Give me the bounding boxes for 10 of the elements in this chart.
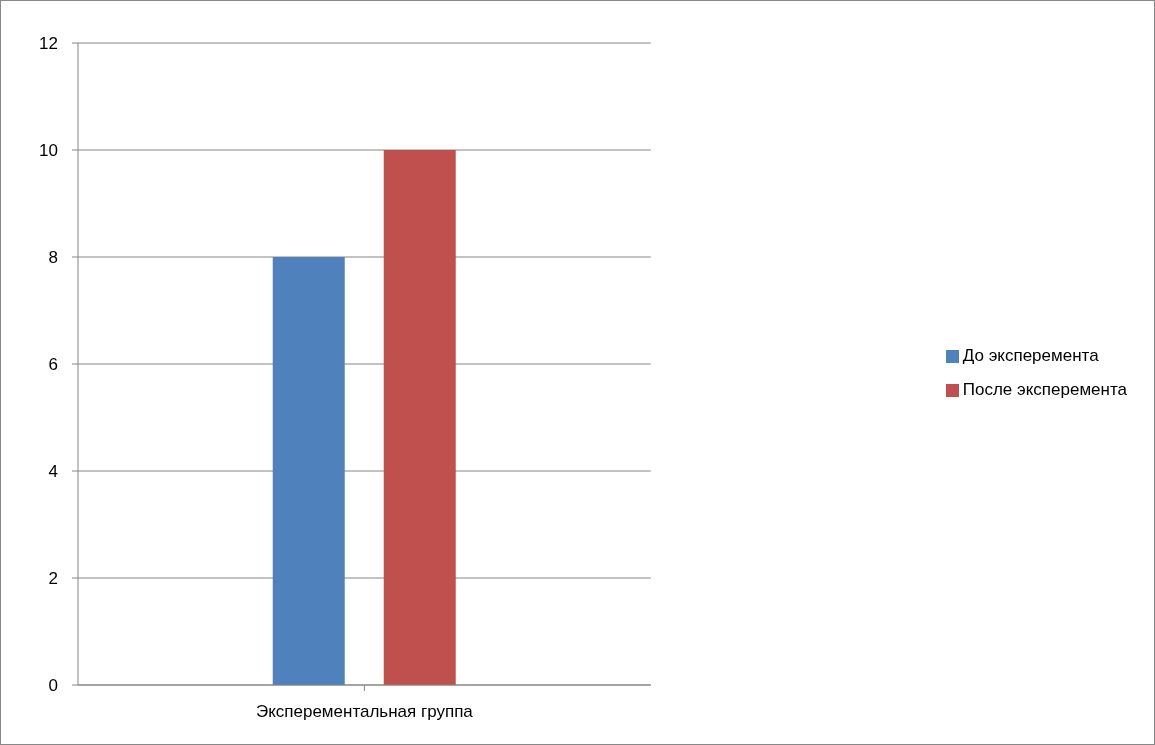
y-tick-label: 4 [48, 462, 58, 482]
y-tick-label: 10 [39, 141, 58, 161]
y-tick-label: 12 [39, 34, 58, 54]
y-tick-label: 8 [48, 248, 58, 268]
y-tick-label: 0 [48, 676, 58, 696]
legend-label: До эксперемента [962, 345, 1099, 365]
y-tick-label: 2 [48, 569, 58, 589]
x-tick-label: Эксперементальная группа [255, 702, 474, 722]
y-tick-label: 6 [48, 355, 58, 375]
legend-label: После эксперемента [962, 379, 1127, 399]
